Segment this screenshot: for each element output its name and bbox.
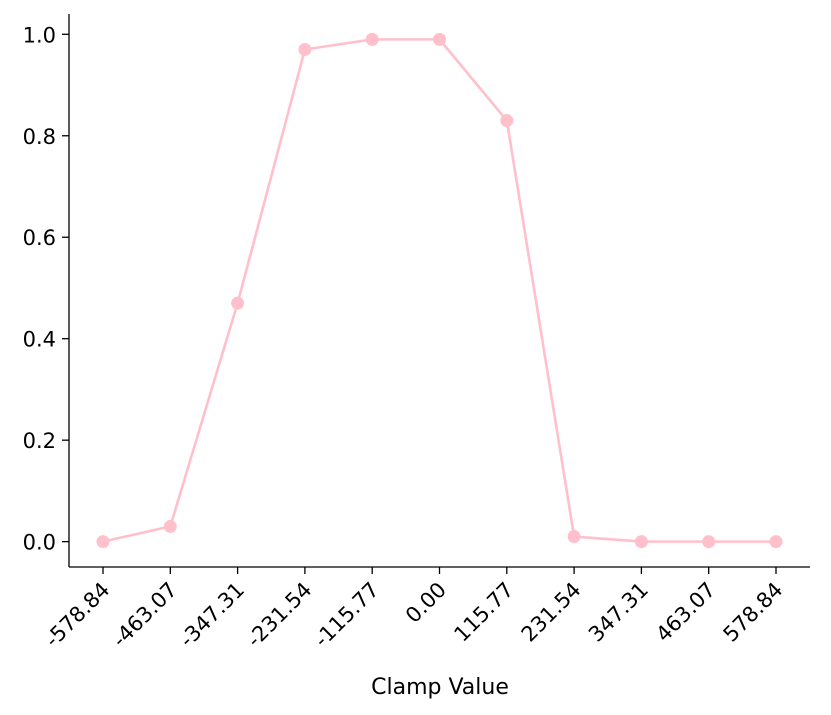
- data-point: [567, 530, 581, 544]
- y-tick-label: 1.0: [23, 23, 56, 47]
- x-tick-label: 115.77: [449, 578, 518, 647]
- x-tick-label: -347.31: [175, 578, 249, 652]
- y-tick-label: 0.2: [23, 429, 56, 453]
- data-point: [500, 114, 514, 128]
- x-tick-label: 231.54: [517, 578, 586, 647]
- series-layer: [96, 32, 783, 549]
- data-point: [769, 535, 783, 549]
- x-tick-label: 463.07: [651, 578, 720, 647]
- y-tick-label: 0.4: [23, 328, 56, 352]
- x-tick-label: 347.31: [584, 578, 653, 647]
- y-tick-label: 0.8: [23, 125, 56, 149]
- x-tick-label: 578.84: [719, 578, 788, 647]
- y-tick-label: 0.6: [23, 226, 56, 250]
- x-tick-label: -115.77: [309, 578, 383, 652]
- x-ticks: -578.84-463.07-347.31-231.54-115.77 0.001…: [40, 567, 788, 652]
- data-point: [163, 519, 177, 533]
- data-point: [634, 535, 648, 549]
- x-tick-label: 0.00: [401, 578, 451, 628]
- series-line: [102, 38, 776, 543]
- y-ticks: 0.0 0.2 0.4 0.6 0.8 1.0: [23, 23, 69, 555]
- y-tick-label: 0.0: [23, 531, 56, 555]
- data-point: [231, 296, 245, 310]
- axes: [68, 14, 810, 568]
- data-point: [433, 32, 446, 46]
- x-axis-title: Clamp Value: [371, 675, 509, 700]
- x-tick-label: -463.07: [108, 578, 182, 652]
- data-point: [298, 43, 312, 57]
- data-point: [365, 32, 379, 46]
- x-tick-label: -578.84: [40, 578, 114, 652]
- data-point: [702, 535, 716, 549]
- x-tick-label: -231.54: [242, 578, 316, 652]
- data-point: [96, 535, 110, 549]
